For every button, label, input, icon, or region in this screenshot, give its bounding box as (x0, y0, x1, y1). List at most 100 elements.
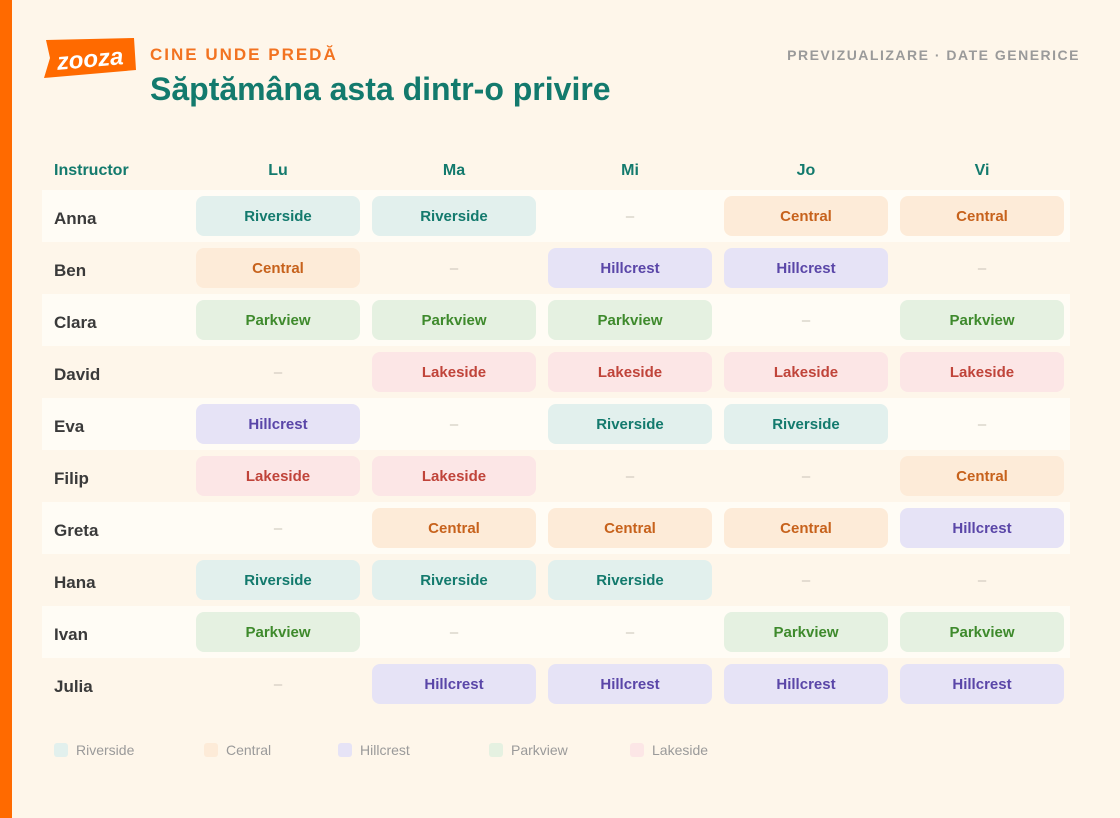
instructor-name: Clara (54, 313, 97, 332)
legend-item: Hillcrest (338, 742, 410, 758)
instructor-name: Greta (54, 521, 99, 540)
location-pill[interactable]: Hillcrest (548, 664, 712, 704)
location-pill[interactable]: Parkview (900, 612, 1064, 652)
day-header: Vi (974, 162, 990, 179)
location-pill[interactable]: Central (724, 508, 888, 548)
day-header: Ma (442, 162, 466, 179)
empty-slot: – (977, 571, 987, 589)
legend-swatch (630, 743, 644, 757)
instructor-name: Ivan (54, 625, 89, 644)
location-pill[interactable]: Lakeside (548, 352, 712, 392)
table-row: David – Lakeside Lakeside Lakeside Lakeside (42, 346, 1070, 398)
instructor-name: David (54, 365, 101, 384)
empty-slot: – (801, 311, 811, 329)
location-pill[interactable]: Lakeside (372, 352, 536, 392)
location-pill[interactable]: Parkview (548, 300, 712, 340)
table-header: Instructor Lu Ma Mi Jo Vi (42, 150, 1070, 190)
location-pill[interactable]: Hillcrest (724, 664, 888, 704)
location-pill[interactable]: Central (900, 196, 1064, 236)
page-kicker: CINE UNDE PREDĂ (150, 45, 338, 64)
legend-label: Central (226, 742, 272, 758)
location-pill[interactable]: Hillcrest (372, 664, 536, 704)
empty-slot: – (625, 467, 635, 485)
location-pill[interactable]: Riverside (196, 560, 360, 600)
empty-slot: – (273, 675, 283, 693)
location-pill[interactable]: Hillcrest (724, 248, 888, 288)
table-row: Ben Central – Hillcrest Hillcrest – (42, 242, 1070, 294)
table-row: Ivan Parkview – – Parkview Parkview (42, 606, 1070, 658)
empty-slot: – (625, 207, 635, 225)
location-pill[interactable]: Parkview (724, 612, 888, 652)
instructor-name: Julia (54, 677, 93, 696)
day-header: Mi (621, 162, 639, 179)
location-pill[interactable]: Hillcrest (900, 508, 1064, 548)
empty-slot: – (977, 259, 987, 277)
location-pill[interactable]: Hillcrest (548, 248, 712, 288)
empty-slot: – (801, 467, 811, 485)
table-row: Clara Parkview Parkview Parkview – Parkview (42, 294, 1070, 346)
location-pill[interactable]: Central (196, 248, 360, 288)
location-legend: Riverside Central Hillcrest Parkview Lakesid… (54, 742, 1054, 762)
legend-item: Lakeside (630, 742, 708, 758)
legend-label: Riverside (76, 742, 135, 758)
instructor-column-header: Instructor (54, 162, 129, 179)
location-pill[interactable]: Parkview (372, 300, 536, 340)
table-row: Anna Riverside Riverside – Central Central (42, 190, 1070, 242)
schedule-table: Instructor Lu Ma Mi Jo Vi Anna Riverside R… (42, 150, 1070, 710)
location-pill[interactable]: Riverside (372, 196, 536, 236)
instructor-name: Ben (54, 261, 87, 280)
location-pill[interactable]: Lakeside (724, 352, 888, 392)
empty-slot: – (625, 623, 635, 641)
accent-bar (0, 0, 12, 818)
instructor-name: Eva (54, 417, 85, 436)
table-row: Eva Hillcrest – Riverside Riverside – (42, 398, 1070, 450)
legend-item: Central (204, 742, 271, 758)
location-pill[interactable]: Hillcrest (900, 664, 1064, 704)
empty-slot: – (977, 415, 987, 433)
legend-swatch (338, 743, 352, 757)
day-header: Jo (796, 162, 816, 179)
location-pill[interactable]: Central (372, 508, 536, 548)
preview-badge: PREVIZUALIZARE · DATE GENERICE (787, 47, 1080, 63)
table-row: Hana Riverside Riverside Riverside – – (42, 554, 1070, 606)
table-row: Filip Lakeside Lakeside – – Central (42, 450, 1070, 502)
empty-slot: – (449, 623, 459, 641)
location-pill[interactable]: Central (548, 508, 712, 548)
location-pill[interactable]: Riverside (548, 404, 712, 444)
legend-item: Parkview (489, 742, 568, 758)
legend-swatch (204, 743, 218, 757)
legend-swatch (54, 743, 68, 757)
location-pill[interactable]: Riverside (724, 404, 888, 444)
legend-swatch (489, 743, 503, 757)
location-pill[interactable]: Riverside (548, 560, 712, 600)
location-pill[interactable]: Riverside (196, 196, 360, 236)
location-pill[interactable]: Hillcrest (196, 404, 360, 444)
legend-label: Lakeside (652, 742, 709, 758)
empty-slot: – (273, 519, 283, 537)
empty-slot: – (273, 363, 283, 381)
instructor-name: Anna (54, 209, 97, 228)
location-pill[interactable]: Central (724, 196, 888, 236)
table-row: Julia – Hillcrest Hillcrest Hillcrest Hillcre… (42, 658, 1070, 710)
empty-slot: – (801, 571, 811, 589)
instructor-name: Hana (54, 573, 96, 592)
empty-slot: – (449, 415, 459, 433)
location-pill[interactable]: Parkview (196, 612, 360, 652)
instructor-name: Filip (54, 469, 89, 488)
table-row: Greta – Central Central Central Hillcrest (42, 502, 1070, 554)
location-pill[interactable]: Lakeside (196, 456, 360, 496)
location-pill[interactable]: Lakeside (900, 352, 1064, 392)
empty-slot: – (449, 259, 459, 277)
location-pill[interactable]: Central (900, 456, 1064, 496)
location-pill[interactable]: Lakeside (372, 456, 536, 496)
location-pill[interactable]: Parkview (900, 300, 1064, 340)
zooza-logo: zooza (44, 38, 136, 78)
legend-label: Hillcrest (360, 742, 410, 758)
legend-label: Parkview (511, 742, 568, 758)
location-pill[interactable]: Parkview (196, 300, 360, 340)
logo-text: zooza (55, 43, 125, 76)
day-header: Lu (268, 162, 288, 179)
page-title: Săptămâna asta dintr-o privire (150, 71, 611, 107)
location-pill[interactable]: Riverside (372, 560, 536, 600)
legend-item: Riverside (54, 742, 134, 758)
